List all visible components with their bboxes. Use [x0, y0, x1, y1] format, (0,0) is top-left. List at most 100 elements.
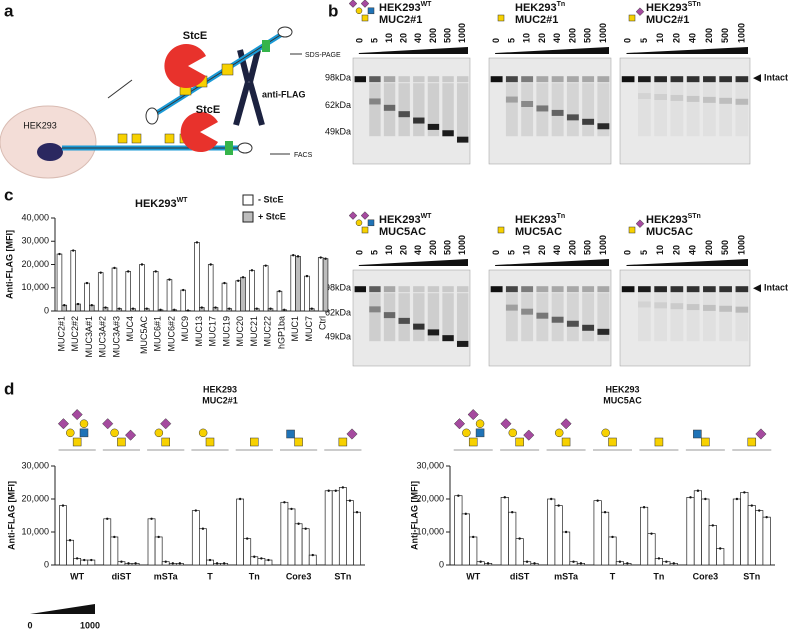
gel-band	[521, 308, 534, 315]
antibody	[233, 49, 265, 126]
tag	[277, 26, 293, 38]
bar	[240, 276, 246, 312]
gel-band	[354, 76, 367, 83]
glycan-sia	[560, 418, 572, 430]
gel-band	[536, 76, 549, 83]
bar	[461, 513, 470, 566]
legend-swatch	[242, 194, 254, 206]
glycan-galnac	[628, 14, 636, 22]
bar	[701, 498, 710, 566]
gel-band	[398, 111, 410, 118]
gel-band	[638, 93, 651, 100]
glycan-sia	[453, 418, 466, 430]
point	[118, 307, 121, 310]
gel-band	[383, 76, 396, 83]
bar	[693, 490, 702, 566]
glycan-sia	[71, 409, 83, 421]
bar	[154, 536, 163, 566]
gel-smear	[582, 293, 595, 342]
glycan-sia	[125, 429, 137, 441]
glycan-glcnac	[367, 7, 375, 15]
glycan-galnac	[361, 14, 369, 22]
point	[296, 255, 300, 258]
lane-label: 200	[428, 28, 438, 43]
gel-band	[551, 316, 564, 323]
arrow	[107, 79, 133, 99]
x-tick-label: T	[610, 571, 616, 581]
lane-label: 500	[583, 28, 593, 43]
point	[255, 307, 258, 310]
gel-construct: MUC2#1	[515, 14, 558, 26]
gel-band	[413, 323, 425, 330]
bar	[346, 500, 354, 566]
stce-enzyme	[164, 44, 206, 88]
glycan	[117, 133, 128, 144]
gel-construct: MUC5AC	[515, 226, 562, 238]
point	[304, 527, 307, 530]
x-tick-label: Core3	[693, 571, 719, 581]
point	[486, 562, 490, 565]
point	[758, 509, 761, 512]
gel-title: HEK293STn	[646, 1, 701, 14]
gel-title: HEK293Tn	[515, 213, 565, 226]
point	[168, 278, 171, 281]
y-axis-label: Anti-FLAG [MFI]	[4, 230, 14, 299]
gel-smear	[566, 293, 579, 342]
bar	[317, 257, 324, 312]
y-tick-label: 30,000	[21, 236, 49, 246]
point	[90, 303, 93, 307]
point	[324, 257, 327, 260]
glycan-galnac	[338, 437, 348, 447]
gel-smear	[638, 83, 651, 137]
point	[657, 557, 661, 560]
glycan-gal	[66, 428, 75, 438]
gel-band	[597, 286, 610, 293]
point	[297, 522, 300, 525]
point	[63, 303, 66, 307]
concentration-wedge	[358, 47, 468, 54]
gel-band	[413, 117, 425, 124]
y-tick-label: 0	[44, 305, 49, 315]
gel-construct: MUC5AC	[379, 226, 426, 238]
gel-smear	[536, 83, 549, 137]
bar	[147, 518, 156, 566]
tag	[145, 107, 159, 125]
bar	[708, 525, 717, 566]
chart-title: HEK293	[203, 384, 237, 394]
point	[209, 263, 212, 266]
bar	[762, 516, 771, 566]
gel-band	[654, 286, 667, 293]
point	[557, 504, 560, 507]
point	[704, 497, 707, 501]
glycan-galnac	[117, 437, 126, 447]
gel-title-sup: WT	[421, 213, 433, 220]
point	[201, 527, 205, 530]
point	[743, 491, 746, 494]
lane-label: 200	[704, 28, 714, 43]
bar	[304, 275, 310, 312]
gel-band	[621, 76, 635, 83]
gel-smear	[442, 83, 454, 137]
x-tick-label: MUC3A#2	[98, 316, 108, 358]
bar	[732, 498, 741, 566]
gel-smear	[369, 293, 381, 342]
glycan	[221, 63, 234, 76]
point	[194, 509, 198, 512]
lane-label: 0	[491, 250, 501, 255]
x-tick-label: MUC9	[180, 316, 190, 342]
glycan-galnac	[161, 437, 170, 447]
gel-band	[582, 118, 595, 125]
gel-title-main: HEK293	[515, 2, 557, 14]
gel	[352, 57, 471, 165]
gel-band	[551, 76, 564, 83]
point	[264, 264, 267, 267]
point	[150, 517, 153, 520]
gel-smear	[505, 293, 518, 342]
glycan-gal	[154, 428, 164, 438]
point	[750, 504, 753, 507]
point	[464, 512, 467, 516]
lane-label: 200	[428, 240, 438, 255]
glycan-galnac	[628, 226, 636, 234]
point	[511, 511, 514, 514]
glycan-galnac	[468, 437, 478, 447]
